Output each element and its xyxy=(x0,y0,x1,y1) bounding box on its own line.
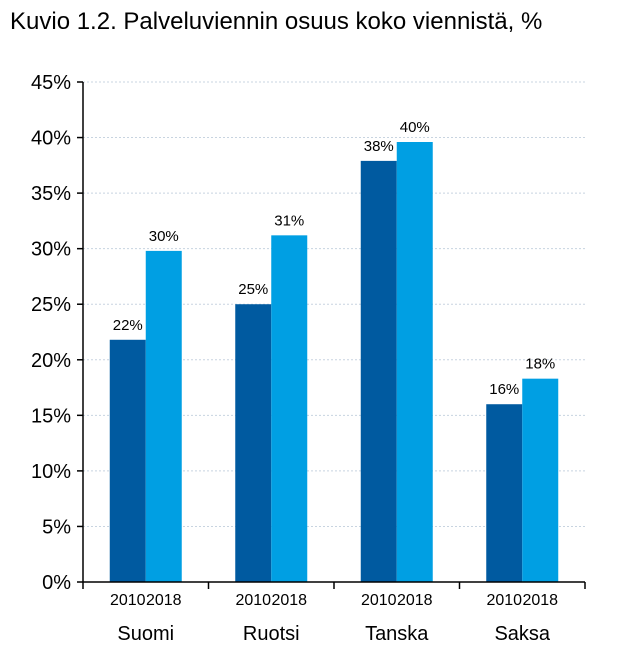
series-year-label: 2010 xyxy=(235,592,271,609)
y-tick-label: 30% xyxy=(31,239,71,261)
data-label: 18% xyxy=(525,356,555,373)
bar-suomi-2010 xyxy=(109,339,146,582)
data-label: 30% xyxy=(149,228,179,245)
y-tick-label: 0% xyxy=(42,572,71,594)
bars xyxy=(109,142,559,583)
series-year-label: 2018 xyxy=(146,592,182,609)
data-label: 40% xyxy=(400,119,430,136)
y-tick-label: 45% xyxy=(31,72,71,94)
data-label: 16% xyxy=(489,381,519,398)
category-label: Saksa xyxy=(494,623,550,645)
data-labels: 22% 30% 25% 31% 38% 40% 16% 18% xyxy=(113,119,556,398)
y-tick-label: 25% xyxy=(31,294,71,316)
y-axis-ticks: 0% 5% 10% 15% 20% 25% 30% 35% 40% 45% xyxy=(31,72,71,594)
axes xyxy=(77,81,586,589)
series-year-label: 2018 xyxy=(522,592,558,609)
category-label: Tanska xyxy=(365,623,429,645)
y-tick-label: 5% xyxy=(42,516,71,538)
data-label: 22% xyxy=(113,317,143,334)
category-label: Suomi xyxy=(117,623,174,645)
bar-saksa-2010 xyxy=(486,404,523,582)
bar-suomi-2018 xyxy=(145,250,182,582)
series-year-label: 2010 xyxy=(361,592,397,609)
bar-ruotsi-2010 xyxy=(235,304,272,582)
y-tick-label: 20% xyxy=(31,350,71,372)
bar-saksa-2018 xyxy=(522,378,559,582)
y-tick-label: 40% xyxy=(31,128,71,150)
series-year-label: 2010 xyxy=(486,592,522,609)
data-label: 25% xyxy=(238,281,268,298)
data-label: 38% xyxy=(364,138,394,155)
series-year-label: 2018 xyxy=(397,592,433,609)
y-tick-label: 10% xyxy=(31,461,71,483)
category-label: Ruotsi xyxy=(243,623,300,645)
bar-ruotsi-2018 xyxy=(271,235,308,583)
bar-tanska-2010 xyxy=(360,160,397,582)
series-year-label: 2010 xyxy=(110,592,146,609)
bar-tanska-2018 xyxy=(396,142,433,582)
series-year-label: 2018 xyxy=(271,592,307,609)
chart-title: Kuvio 1.2. Palveluviennin osuus koko vie… xyxy=(10,8,543,35)
data-label: 31% xyxy=(274,212,304,229)
y-tick-label: 15% xyxy=(31,405,71,427)
y-tick-label: 35% xyxy=(31,183,71,205)
